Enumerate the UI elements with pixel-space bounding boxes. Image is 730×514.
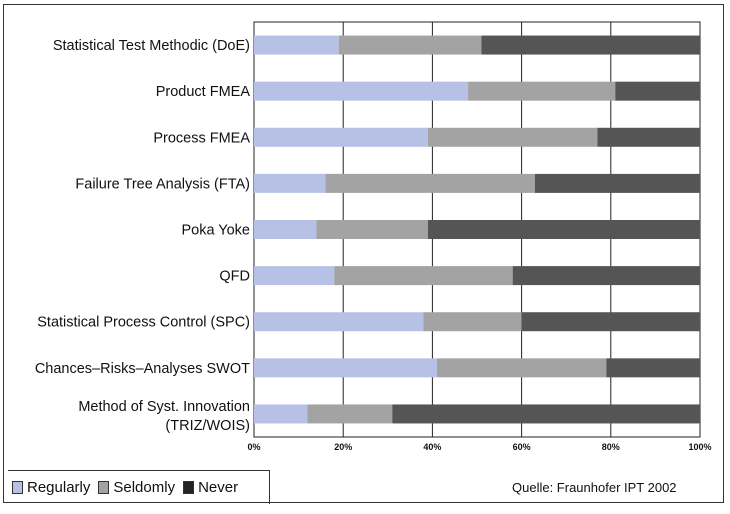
category-label: QFD <box>219 269 250 285</box>
legend-swatch-seldomly <box>98 481 110 494</box>
bar-seldomly <box>325 173 535 193</box>
category-label: Process FMEA <box>153 130 250 146</box>
category-label: Poka Yoke <box>181 223 250 239</box>
bar-regularly <box>254 220 317 239</box>
bar-regularly <box>254 173 326 193</box>
x-tick-label: 100% <box>688 442 711 452</box>
bar-never <box>427 220 700 239</box>
bar-seldomly <box>423 312 522 332</box>
bar-seldomly <box>427 127 598 147</box>
x-tick-label: 80% <box>602 442 620 452</box>
bar-seldomly <box>338 35 482 55</box>
bar-never <box>392 404 700 424</box>
bar-never <box>597 127 700 147</box>
legend-swatch-never <box>183 481 195 494</box>
bar-regularly <box>254 312 424 332</box>
category-label: Method of Syst. Innovation (TRIZ/WOIS) <box>78 399 250 434</box>
legend: Regularly Seldomly Never <box>8 470 270 504</box>
bar-regularly <box>254 81 469 101</box>
legend-label-regularly: Regularly <box>27 479 91 496</box>
bar-never <box>534 173 700 193</box>
bar-never <box>615 81 700 101</box>
bar-seldomly <box>436 358 607 378</box>
bar-seldomly <box>468 81 616 101</box>
bar-regularly <box>254 358 437 378</box>
bar-never <box>606 358 700 378</box>
category-label: Statistical Test Methodic (DoE) <box>53 38 250 54</box>
bar-regularly <box>254 35 339 55</box>
legend-label-never: Never <box>198 479 239 496</box>
category-label: Statistical Process Control (SPC) <box>37 315 250 331</box>
category-label: Product FMEA <box>156 84 251 100</box>
bar-seldomly <box>316 220 428 239</box>
legend-item-regularly: Regularly <box>12 479 90 496</box>
category-label: Chances–Risks–Analyses SWOT <box>35 361 250 377</box>
bar-never <box>512 266 700 286</box>
category-label: Failure Tree Analysis (FTA) <box>75 176 250 192</box>
chart-frame <box>3 4 724 503</box>
stacked-bar-chart: 0% 20% 40% 60% 80% 100% Statistical Test Metho… <box>35 21 712 452</box>
x-tick-label: 60% <box>513 442 531 452</box>
bar-regularly <box>254 266 335 286</box>
bar-never <box>521 312 700 332</box>
bar-regularly <box>254 404 308 424</box>
x-tick-label: 20% <box>334 442 352 452</box>
legend-swatch-regularly <box>12 481 23 494</box>
legend-label-seldomly: Seldomly <box>113 479 176 496</box>
legend-item-never: Never <box>183 479 238 496</box>
x-tick-label: 0% <box>247 442 260 452</box>
bar-never <box>481 35 700 55</box>
source-note: Quelle: Fraunhofer IPT 2002 <box>512 480 677 495</box>
bar-seldomly <box>334 266 513 286</box>
bar-seldomly <box>307 404 393 424</box>
x-tick-label: 40% <box>423 442 441 452</box>
legend-item-seldomly: Seldomly <box>98 479 175 496</box>
bar-regularly <box>254 127 428 147</box>
